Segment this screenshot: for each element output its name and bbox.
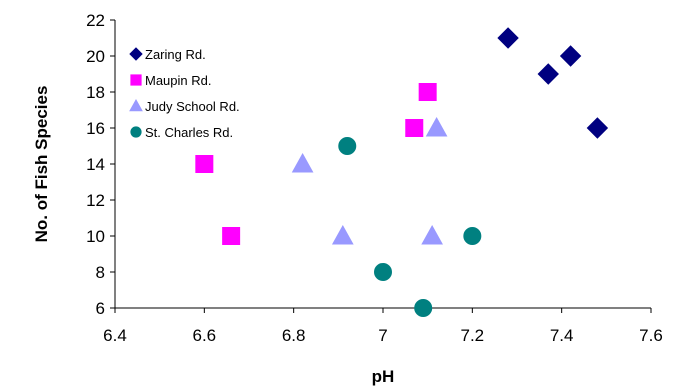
x-tick-label: 7.4 bbox=[550, 326, 574, 345]
point-maupin-rd bbox=[405, 119, 424, 137]
y-tick-label: 22 bbox=[86, 11, 105, 30]
x-tick-label: 6.4 bbox=[103, 326, 127, 345]
point-maupin-rd bbox=[418, 83, 437, 101]
legend-marker-maupin-rd bbox=[130, 74, 142, 86]
x-tick-label: 7 bbox=[378, 326, 387, 345]
legend-marker-judy-school-rd bbox=[129, 98, 143, 112]
y-tick-label: 14 bbox=[86, 155, 105, 174]
legend: Zaring Rd. Maupin Rd. Judy School Rd. St. C… bbox=[129, 47, 240, 140]
x-tick-label: 7.6 bbox=[639, 326, 663, 345]
y-tick-label: 16 bbox=[86, 119, 105, 138]
y-tick-label: 18 bbox=[86, 83, 105, 102]
point-zaring-rd bbox=[537, 63, 559, 85]
point-st-charles-rd bbox=[374, 263, 392, 281]
x-axis-ticks: 6.4 6.6 6.8 7 7.2 7.4 7.6 bbox=[103, 308, 663, 345]
legend-label-st-charles-rd: St. Charles Rd. bbox=[145, 125, 233, 140]
legend-label-zaring-rd: Zaring Rd. bbox=[145, 47, 206, 62]
point-maupin-rd bbox=[195, 155, 214, 173]
legend-label-judy-school-rd: Judy School Rd. bbox=[145, 99, 240, 114]
x-tick-label: 7.2 bbox=[461, 326, 485, 345]
point-zaring-rd bbox=[559, 45, 582, 67]
y-tick-label: 10 bbox=[86, 227, 105, 246]
y-tick-label: 20 bbox=[86, 47, 105, 66]
point-judy-school-rd bbox=[331, 224, 354, 245]
point-st-charles-rd bbox=[463, 227, 482, 245]
y-tick-label: 6 bbox=[96, 299, 105, 318]
y-tick-label: 12 bbox=[86, 191, 105, 210]
x-tick-label: 6.6 bbox=[193, 326, 217, 345]
y-axis-label: No. of Fish Species bbox=[32, 86, 51, 243]
x-tick-label: 6.8 bbox=[282, 326, 306, 345]
point-judy-school-rd bbox=[291, 152, 314, 173]
legend-marker-zaring-rd bbox=[129, 47, 143, 61]
x-axis-label: pH bbox=[372, 367, 395, 386]
point-maupin-rd bbox=[222, 227, 241, 245]
y-tick-label: 8 bbox=[96, 263, 105, 282]
point-zaring-rd bbox=[586, 117, 609, 139]
data-points bbox=[195, 27, 609, 317]
point-judy-school-rd bbox=[421, 224, 443, 245]
point-st-charles-rd bbox=[338, 137, 357, 155]
y-axis-ticks: 6 8 10 12 14 16 18 20 22 bbox=[86, 11, 115, 318]
point-st-charles-rd bbox=[414, 299, 433, 317]
legend-marker-st-charles-rd bbox=[130, 126, 142, 138]
point-zaring-rd bbox=[497, 27, 519, 49]
legend-label-maupin-rd: Maupin Rd. bbox=[145, 73, 211, 88]
point-judy-school-rd bbox=[425, 116, 448, 137]
